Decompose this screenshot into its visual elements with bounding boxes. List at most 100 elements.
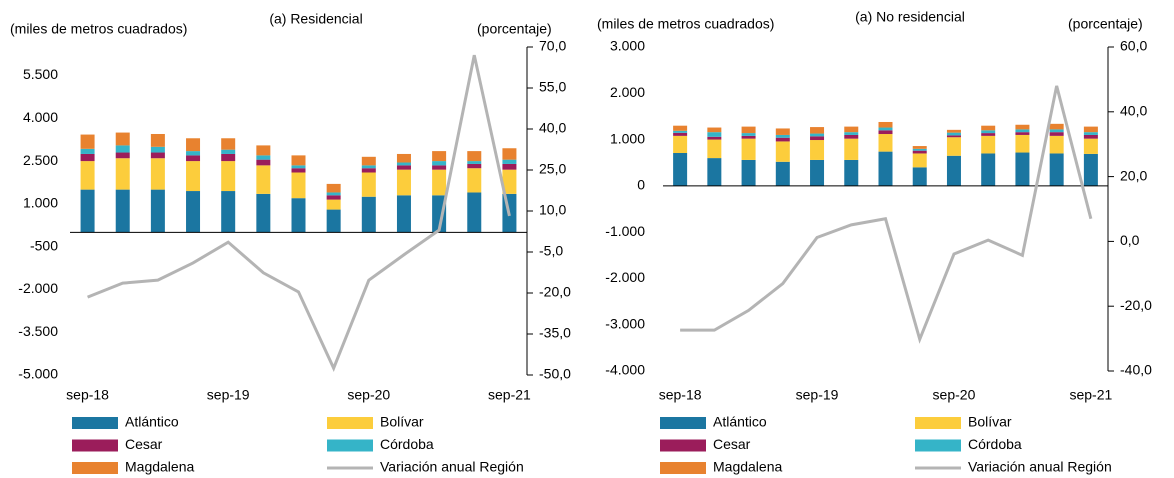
bar-segment <box>810 136 825 141</box>
y-axis-label: (miles de metros cuadrados) <box>597 16 774 32</box>
bar-segment <box>396 169 411 196</box>
legend-label: Magdalena <box>713 459 782 475</box>
bar-segment <box>707 158 722 186</box>
bar-segment <box>221 161 236 192</box>
bar-segment <box>396 195 411 233</box>
bar-segment <box>115 152 130 159</box>
bar-segment <box>673 135 688 153</box>
bar-segment <box>741 133 756 136</box>
bar-segment <box>810 133 825 137</box>
bar-segment <box>115 145 130 153</box>
legend-label: Córdoba <box>968 436 1022 452</box>
bar-segment <box>221 153 236 162</box>
y-tick-label: -1.000 <box>605 223 645 239</box>
bar-segment <box>673 130 688 133</box>
bar-segment <box>741 159 756 186</box>
bar-segment <box>1083 132 1098 135</box>
y-tick-label: 3.000 <box>610 38 645 54</box>
bar-segment <box>502 148 517 160</box>
bar-segment <box>221 149 236 154</box>
bar-segment <box>115 158 130 190</box>
legend-label: Bolívar <box>968 414 1012 430</box>
bar-segment <box>707 127 722 133</box>
x-tick-label: sep-21 <box>488 387 531 403</box>
legend-label: Magdalena <box>125 459 194 475</box>
bar-segment <box>1083 126 1098 133</box>
bar-segment <box>467 151 482 162</box>
x-tick-label: sep-18 <box>66 387 109 403</box>
y-tick-label: -4.000 <box>605 362 645 378</box>
bar-segment <box>256 165 271 194</box>
bar-segment <box>432 165 447 170</box>
bar-segment <box>361 168 376 173</box>
bar-segment <box>844 132 859 135</box>
y2-tick-label: 20,0 <box>1120 167 1147 183</box>
bar-segment <box>946 137 961 156</box>
bar-segment <box>361 156 376 166</box>
bar-segment <box>361 196 376 233</box>
bar-segment <box>432 151 447 162</box>
legend-swatch <box>915 439 961 452</box>
bar-segment <box>150 146 165 153</box>
bar-segment <box>912 146 927 149</box>
x-tick-label: sep-19 <box>207 387 250 403</box>
legend-label: Variación anual Región <box>968 459 1112 475</box>
bar-segment <box>775 128 790 135</box>
bar-segment <box>80 161 95 190</box>
bar-segment <box>1049 135 1064 154</box>
bar-segment <box>361 172 376 197</box>
bar-segment <box>673 125 688 131</box>
bar-segment <box>878 121 893 128</box>
bar-segment <box>502 169 517 194</box>
bar-segment <box>844 138 859 160</box>
bar-segment <box>1049 129 1064 133</box>
y-tick-label: 2.000 <box>610 84 645 100</box>
y-tick-label: -2.000 <box>18 280 58 296</box>
legend-swatch <box>327 417 373 429</box>
bar-segment <box>741 138 756 160</box>
bar-segment <box>291 155 306 166</box>
bar-segment <box>878 134 893 152</box>
bar-segment <box>878 127 893 131</box>
y2-tick-label: 40,0 <box>1120 103 1147 119</box>
bar-segment <box>467 168 482 193</box>
bar-segment <box>912 153 927 168</box>
x-tick-label: sep-19 <box>796 387 839 403</box>
y2-tick-label: -20,0 <box>1120 297 1152 313</box>
bar-segment <box>467 192 482 233</box>
y-tick-label: -3.000 <box>605 315 645 331</box>
legend-swatch <box>660 417 706 429</box>
y2-tick-label: 55,0 <box>539 79 566 95</box>
bar-segment <box>775 134 790 138</box>
legend-label: Córdoba <box>380 436 434 452</box>
bar-segment <box>1049 123 1064 130</box>
bar-segment <box>878 151 893 186</box>
bar-segment <box>256 145 271 156</box>
bar-segment <box>291 172 306 199</box>
bar-segment <box>150 189 165 233</box>
line-series <box>87 54 511 372</box>
bar-segment <box>673 132 688 136</box>
y2-tick-label: 25,0 <box>539 161 566 177</box>
y2-tick-label: -40,0 <box>1120 362 1152 378</box>
bar-segment <box>912 148 927 151</box>
bar-segment <box>775 161 790 186</box>
x-tick-label: sep-21 <box>1069 387 1112 403</box>
y-tick-label: 5.500 <box>23 66 58 82</box>
bar-segment <box>186 155 201 162</box>
bar-segment <box>80 134 95 149</box>
chart-title: (a) No residencial <box>855 9 965 25</box>
bar-segment <box>186 161 201 192</box>
y-tick-label: 1.000 <box>23 195 58 211</box>
bar-segment <box>502 159 517 164</box>
bar-segment <box>878 130 893 135</box>
legend-swatch <box>660 439 706 452</box>
bar-segment <box>981 125 996 131</box>
bar-segment <box>1083 134 1098 139</box>
y-tick-label: 1.000 <box>610 130 645 146</box>
bar-segment <box>1049 132 1064 136</box>
y-tick-label: 0 <box>637 177 645 193</box>
bar-segment <box>1015 134 1030 153</box>
bar-segment <box>256 155 271 160</box>
